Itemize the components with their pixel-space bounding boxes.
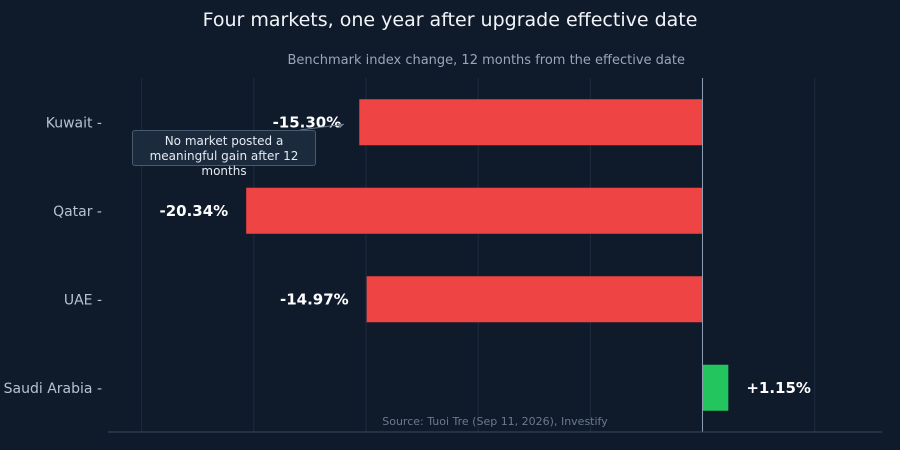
bar (246, 187, 703, 234)
category-label: Kuwait - (46, 115, 102, 131)
value-label: -20.34% (159, 202, 228, 220)
bar (366, 276, 703, 323)
bar (359, 99, 703, 146)
annotation-arrowhead (337, 123, 344, 129)
value-label: +1.15% (746, 379, 811, 397)
annotation-arrow (299, 123, 345, 131)
chart-subtitle: Benchmark index change, 12 months from t… (287, 53, 685, 68)
source-note: Source: Tuoi Tre (Sep 11, 2026), Investi… (382, 415, 608, 428)
category-label: UAE - (64, 292, 102, 308)
annotation-box: No market posted a meaningful gain after… (132, 130, 316, 178)
value-label: -15.30% (273, 113, 342, 131)
category-label: Saudi Arabia - (4, 381, 102, 397)
category-label: Qatar - (53, 204, 102, 220)
chart-title: Four markets, one year after upgrade eff… (202, 9, 698, 31)
bar (702, 364, 729, 411)
value-label: -14.97% (280, 290, 349, 308)
